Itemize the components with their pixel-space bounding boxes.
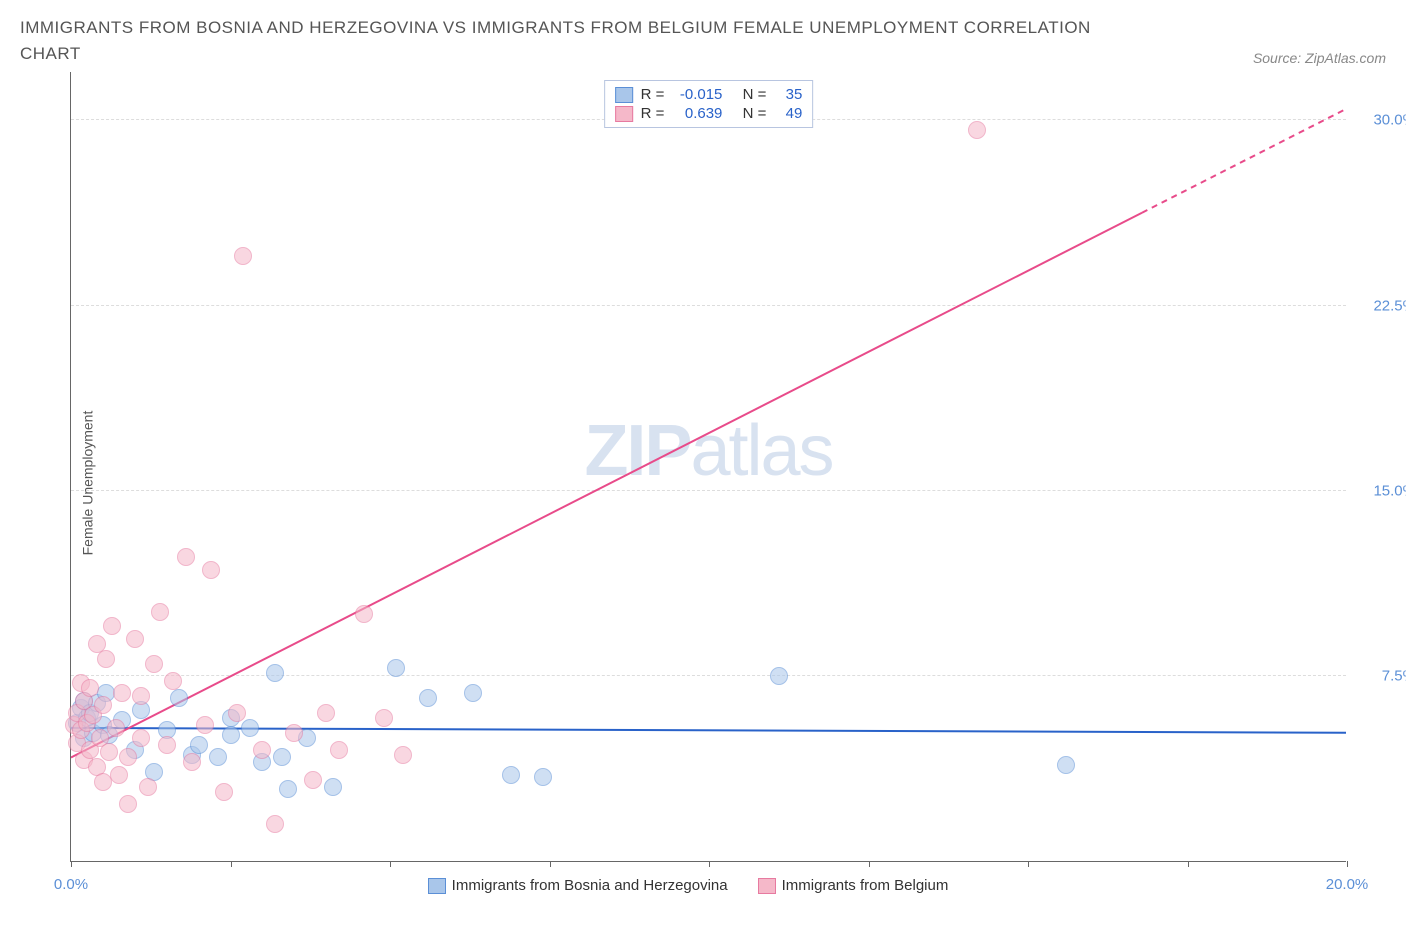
scatter-point xyxy=(100,743,118,761)
scatter-point xyxy=(107,719,125,737)
x-tick xyxy=(550,861,551,867)
r-label: R = xyxy=(641,105,665,122)
scatter-point xyxy=(770,667,788,685)
scatter-point xyxy=(145,655,163,673)
scatter-point xyxy=(968,121,986,139)
scatter-point xyxy=(253,741,271,759)
scatter-point xyxy=(151,603,169,621)
scatter-point xyxy=(209,748,227,766)
legend-item-bosnia: Immigrants from Bosnia and Herzegovina xyxy=(428,877,728,894)
scatter-point xyxy=(330,741,348,759)
x-tick xyxy=(390,861,391,867)
scatter-point xyxy=(196,716,214,734)
scatter-point xyxy=(202,561,220,579)
y-tick-label: 7.5% xyxy=(1356,667,1406,684)
scatter-point xyxy=(183,753,201,771)
swatch-belgium xyxy=(758,878,776,894)
scatter-point xyxy=(158,736,176,754)
scatter-point xyxy=(304,771,322,789)
scatter-point xyxy=(234,247,252,265)
scatter-point xyxy=(273,748,291,766)
n-value-belgium: 49 xyxy=(774,105,802,122)
title-line2: CHART xyxy=(20,44,81,63)
scatter-point xyxy=(534,768,552,786)
series-legend: Immigrants from Bosnia and Herzegovina I… xyxy=(70,877,1306,894)
scatter-point xyxy=(241,719,259,737)
scatter-point xyxy=(110,766,128,784)
scatter-point xyxy=(317,704,335,722)
swatch-bosnia xyxy=(615,87,633,103)
scatter-point xyxy=(222,726,240,744)
watermark-zip: ZIP xyxy=(584,411,690,491)
x-tick xyxy=(869,861,870,867)
scatter-point xyxy=(139,778,157,796)
scatter-point xyxy=(177,548,195,566)
gridline xyxy=(71,305,1346,306)
n-label: N = xyxy=(743,105,767,122)
scatter-point xyxy=(132,687,150,705)
x-tick xyxy=(71,861,72,867)
scatter-point xyxy=(119,748,137,766)
legend-row-bosnia: R = -0.015 N = 35 xyxy=(615,85,803,104)
x-tick xyxy=(1347,861,1348,867)
scatter-point xyxy=(375,709,393,727)
correlation-legend: R = -0.015 N = 35 R = 0.639 N = 49 xyxy=(604,80,814,128)
source-attribution: Source: ZipAtlas.com xyxy=(1253,50,1386,66)
x-tick-label: 20.0% xyxy=(1326,876,1369,893)
scatter-point xyxy=(355,605,373,623)
scatter-point xyxy=(1057,756,1075,774)
r-value-belgium: 0.639 xyxy=(672,105,722,122)
chart-container: Female Unemployment ZIPatlas R = -0.015 … xyxy=(20,72,1386,894)
swatch-bosnia xyxy=(428,878,446,894)
legend-row-belgium: R = 0.639 N = 49 xyxy=(615,104,803,123)
y-tick-label: 22.5% xyxy=(1356,297,1406,314)
scatter-point xyxy=(81,679,99,697)
gridline xyxy=(71,675,1346,676)
legend-item-belgium: Immigrants from Belgium xyxy=(758,877,949,894)
scatter-point xyxy=(215,783,233,801)
scatter-plot: ZIPatlas R = -0.015 N = 35 R = 0.639 N =… xyxy=(70,72,1346,862)
scatter-point xyxy=(119,795,137,813)
watermark-atlas: atlas xyxy=(690,411,832,491)
scatter-point xyxy=(113,684,131,702)
scatter-point xyxy=(228,704,246,722)
scatter-point xyxy=(97,650,115,668)
x-tick xyxy=(709,861,710,867)
chart-title: IMMIGRANTS FROM BOSNIA AND HERZEGOVINA V… xyxy=(20,15,1091,66)
legend-label-bosnia: Immigrants from Bosnia and Herzegovina xyxy=(452,877,728,894)
x-tick-label: 0.0% xyxy=(54,876,88,893)
scatter-point xyxy=(266,815,284,833)
title-line1: IMMIGRANTS FROM BOSNIA AND HERZEGOVINA V… xyxy=(20,18,1091,37)
scatter-point xyxy=(464,684,482,702)
scatter-point xyxy=(164,672,182,690)
scatter-point xyxy=(170,689,188,707)
watermark: ZIPatlas xyxy=(584,410,832,492)
scatter-point xyxy=(94,696,112,714)
scatter-point xyxy=(394,746,412,764)
scatter-point xyxy=(190,736,208,754)
r-value-bosnia: -0.015 xyxy=(672,86,722,103)
scatter-point xyxy=(132,729,150,747)
swatch-belgium xyxy=(615,106,633,122)
x-tick xyxy=(1188,861,1189,867)
x-tick xyxy=(231,861,232,867)
n-value-bosnia: 35 xyxy=(774,86,802,103)
y-tick-label: 15.0% xyxy=(1356,482,1406,499)
scatter-point xyxy=(419,689,437,707)
scatter-point xyxy=(502,766,520,784)
n-label: N = xyxy=(743,86,767,103)
y-tick-label: 30.0% xyxy=(1356,112,1406,129)
scatter-point xyxy=(266,664,284,682)
scatter-point xyxy=(103,617,121,635)
gridline xyxy=(71,490,1346,491)
scatter-point xyxy=(324,778,342,796)
scatter-point xyxy=(387,659,405,677)
scatter-point xyxy=(285,724,303,742)
x-tick xyxy=(1028,861,1029,867)
legend-label-belgium: Immigrants from Belgium xyxy=(782,877,949,894)
scatter-point xyxy=(126,630,144,648)
scatter-point xyxy=(279,780,297,798)
r-label: R = xyxy=(641,86,665,103)
